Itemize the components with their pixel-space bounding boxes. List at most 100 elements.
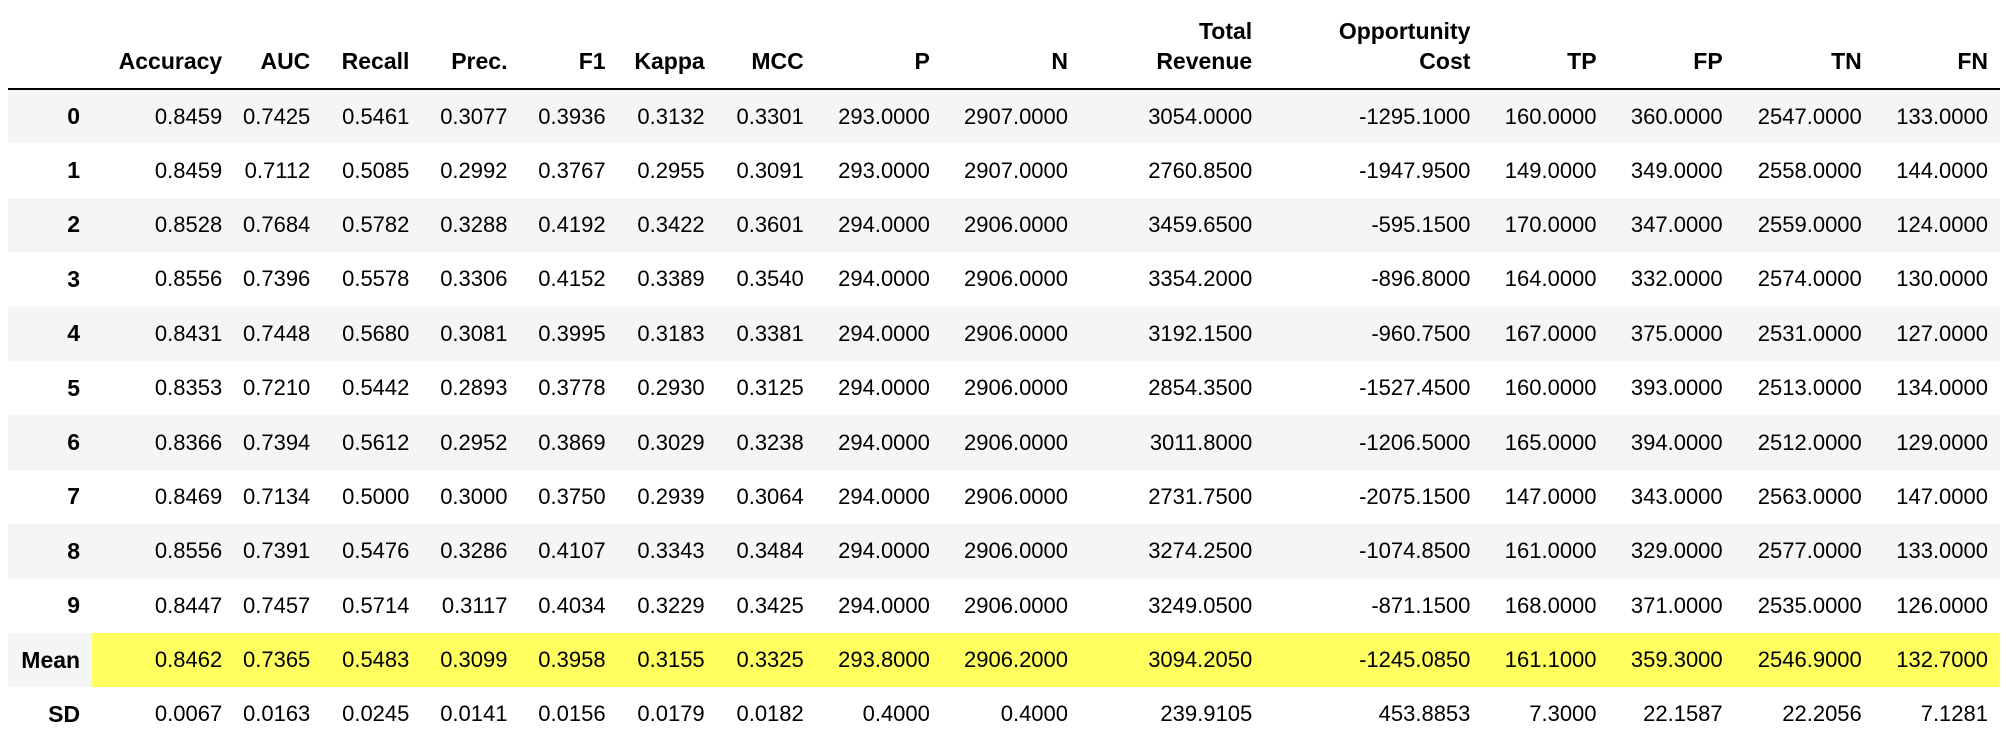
- table-cell: 293.8000: [815, 632, 942, 688]
- table-cell: 0.3869: [538, 429, 606, 455]
- table-cell: 0.7112: [244, 157, 311, 183]
- table-row: 7 0.8469 0.7134 0.5000 0.3000 0.3750 0.2939 0.3…: [8, 469, 2000, 525]
- table-cell: 0.0067: [154, 701, 223, 727]
- table-cell: 0.5476: [342, 538, 410, 564]
- table-cell: 0.8469: [154, 483, 223, 509]
- table-cell: 0.2992: [440, 157, 508, 183]
- table-cell: 0.3343: [637, 538, 705, 564]
- table-cell: 0.3132: [637, 103, 705, 129]
- row-index-label: 2: [8, 197, 93, 253]
- table-cell: 0.0182: [736, 701, 804, 727]
- table-cell: 2535.0000: [1757, 592, 1862, 618]
- table-cell: 160.0000: [1504, 375, 1597, 401]
- table-cell: 0.7684: [243, 211, 311, 237]
- table-cell: 0.5680: [342, 320, 410, 346]
- table-cell: 2731.7500: [1148, 483, 1253, 509]
- table-cell: 2531.0000: [1757, 320, 1862, 346]
- table-cell: -1527.4500: [1359, 375, 1471, 401]
- table-cell: -1245.0850: [1264, 632, 1483, 688]
- table-cell: 371.0000: [1630, 592, 1723, 618]
- table-cell: 2906.0000: [964, 375, 1069, 401]
- column-header-n: N: [941, 0, 1081, 90]
- table-cell: 149.0000: [1504, 157, 1597, 183]
- table-cell: 0.3286: [440, 538, 508, 564]
- table-cell: 2577.0000: [1757, 538, 1862, 564]
- table-cell: 0.3540: [736, 266, 804, 292]
- column-header-prec: Prec.: [421, 0, 520, 90]
- table-cell: 3354.2000: [1148, 266, 1253, 292]
- table-cell: 0.5782: [342, 211, 410, 237]
- table-cell: 129.0000: [1896, 429, 1988, 455]
- table-cell: 349.0000: [1630, 157, 1723, 183]
- table-cell: 2559.0000: [1757, 211, 1862, 237]
- column-header-f1: F1: [519, 0, 618, 90]
- table-row-mean: Mean 0.8462 0.7365 0.5483 0.3099 0.3958 0.3155…: [8, 632, 2000, 688]
- table-cell: 0.3325: [716, 632, 816, 688]
- table-cell: 293.0000: [838, 157, 930, 183]
- table-cell: 0.0245: [342, 701, 410, 727]
- table-cell: 7.3000: [1529, 701, 1597, 727]
- table-cell: 3094.2050: [1080, 632, 1265, 688]
- table-cell: 2563.0000: [1757, 483, 1862, 509]
- table-cell: 0.3125: [736, 375, 804, 401]
- table-cell: 0.7365: [234, 632, 323, 688]
- table-row-sd: SD 0.0067 0.0163 0.0245 0.0141 0.0156 0.0179 0.…: [8, 687, 2000, 742]
- table-cell: 0.2930: [637, 375, 705, 401]
- column-header-opportunity-cost: Opportunity Cost: [1264, 0, 1483, 90]
- table-cell: 0.4192: [538, 211, 606, 237]
- table-cell: 0.3306: [440, 266, 508, 292]
- column-header-mcc: MCC: [716, 0, 816, 90]
- table-cell: 0.5483: [322, 632, 422, 688]
- table-cell: -1295.1000: [1359, 103, 1471, 129]
- table-cell: 0.8459: [154, 157, 223, 183]
- table-cell: 0.8447: [154, 592, 223, 618]
- table-cell: 294.0000: [838, 483, 930, 509]
- table-cell: 160.0000: [1504, 103, 1597, 129]
- table-cell: 0.5000: [342, 483, 410, 509]
- table-cell: 0.2939: [637, 483, 705, 509]
- table-cell: 0.3081: [440, 320, 508, 346]
- table-cell: 3249.0500: [1148, 592, 1253, 618]
- column-header-kappa: Kappa: [617, 0, 717, 90]
- table-cell: 0.3000: [440, 483, 508, 509]
- table-cell: 0.8353: [154, 375, 223, 401]
- table-cell: 0.4034: [538, 592, 606, 618]
- column-header-total-revenue: Total Revenue: [1080, 0, 1265, 90]
- table-cell: 332.0000: [1630, 266, 1723, 292]
- table-cell: 2906.0000: [964, 211, 1069, 237]
- table-cell: 0.3778: [538, 375, 606, 401]
- table-row: 4 0.8431 0.7448 0.5680 0.3081 0.3995 0.3183 0.3…: [8, 306, 2000, 361]
- table-cell: 0.8459: [154, 103, 223, 129]
- table-cell: 0.3484: [736, 538, 804, 564]
- table-cell: 0.8431: [154, 320, 223, 346]
- table-cell: 124.0000: [1896, 211, 1988, 237]
- column-header-tp: TP: [1482, 0, 1609, 90]
- table-cell: 0.4152: [538, 266, 606, 292]
- table-cell: 0.5578: [342, 266, 410, 292]
- table-cell: 0.0163: [243, 701, 311, 727]
- table-cell: 161.1000: [1482, 632, 1609, 688]
- header-row: Accuracy AUC Recall Prec. F1 Kappa MCC P…: [8, 0, 2000, 90]
- table-cell: 0.3064: [736, 483, 804, 509]
- table-cell: -595.1500: [1371, 211, 1471, 237]
- table-cell: 0.3389: [637, 266, 705, 292]
- table-row: 2 0.8528 0.7684 0.5782 0.3288 0.4192 0.3422 0.3…: [8, 197, 2000, 253]
- table-cell: 0.3425: [736, 592, 804, 618]
- table-cell: -896.8000: [1371, 266, 1471, 292]
- table-cell: 144.0000: [1896, 157, 1988, 183]
- table-cell: -960.7500: [1371, 320, 1471, 346]
- table-cell: 22.1587: [1643, 701, 1723, 727]
- table-cell: 0.7457: [243, 592, 311, 618]
- table-cell: 0.3091: [736, 157, 804, 183]
- table-row: 1 0.8459 0.7112 0.5085 0.2992 0.3767 0.2955 0.3…: [8, 143, 2000, 198]
- table-cell: 127.0000: [1896, 320, 1988, 346]
- row-index-label: 7: [8, 469, 93, 525]
- table-row: 6 0.8366 0.7394 0.5612 0.2952 0.3869 0.3029 0.3…: [8, 415, 2000, 470]
- cv-results-table: Accuracy AUC Recall Prec. F1 Kappa MCC P…: [8, 0, 2000, 742]
- row-index-label: 8: [8, 524, 93, 579]
- table-cell: 0.0179: [637, 701, 705, 727]
- table-cell: 294.0000: [838, 375, 930, 401]
- table-cell: 393.0000: [1630, 375, 1723, 401]
- table-row: 5 0.8353 0.7210 0.5442 0.2893 0.3778 0.2930 0.3…: [8, 360, 2000, 416]
- table-cell: 0.5461: [342, 103, 410, 129]
